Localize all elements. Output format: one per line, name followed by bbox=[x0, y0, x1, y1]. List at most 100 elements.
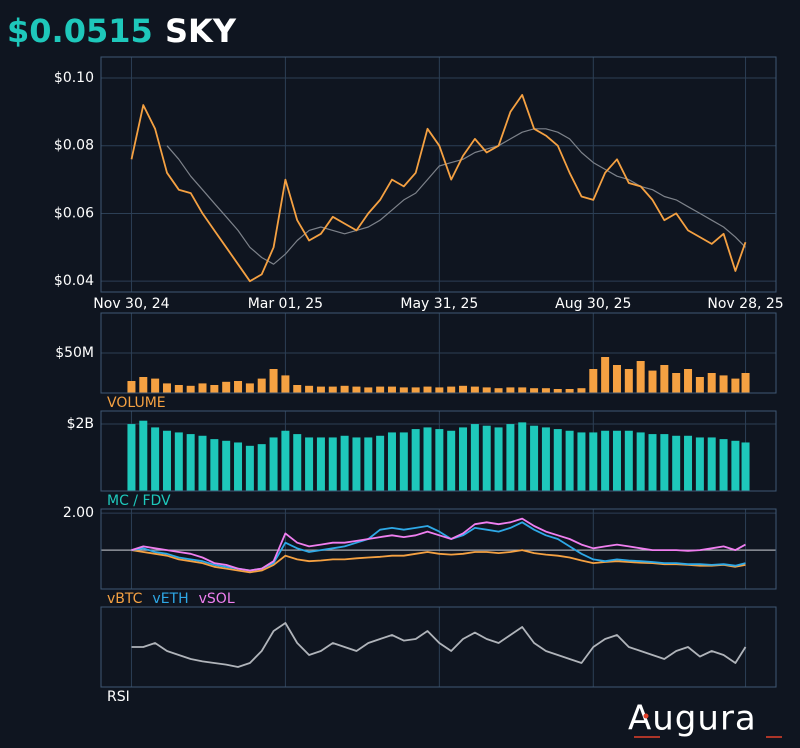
bar bbox=[139, 420, 148, 491]
bar bbox=[210, 439, 219, 491]
bar bbox=[719, 375, 728, 393]
bar bbox=[731, 440, 740, 491]
bar bbox=[281, 375, 290, 393]
bar bbox=[482, 425, 491, 491]
y-tick-label: $50M bbox=[55, 345, 94, 361]
bar bbox=[316, 386, 325, 393]
bar bbox=[741, 442, 750, 491]
bar bbox=[364, 387, 373, 393]
bar bbox=[577, 432, 586, 491]
bar bbox=[741, 373, 750, 393]
legend-entry: vETH bbox=[152, 591, 188, 607]
bar bbox=[719, 439, 728, 491]
bar bbox=[601, 357, 610, 393]
logo-text: Augura bbox=[628, 699, 757, 739]
bar bbox=[376, 435, 385, 491]
panel-frame bbox=[100, 56, 777, 293]
bar bbox=[162, 383, 171, 393]
bar bbox=[162, 430, 171, 491]
bar bbox=[305, 385, 314, 393]
bar bbox=[612, 365, 621, 393]
bar bbox=[565, 389, 574, 393]
bar bbox=[423, 427, 432, 491]
bar bbox=[684, 369, 693, 393]
bar bbox=[186, 434, 195, 491]
bar bbox=[459, 427, 468, 491]
bar bbox=[293, 385, 302, 393]
bar bbox=[624, 369, 633, 393]
bar bbox=[245, 445, 254, 491]
bar bbox=[447, 430, 456, 491]
bar bbox=[352, 437, 361, 491]
bar bbox=[222, 440, 231, 491]
bar bbox=[577, 388, 586, 393]
bar bbox=[257, 378, 266, 393]
x-tick-label: May 31, 25 bbox=[400, 296, 478, 312]
bar bbox=[281, 430, 290, 491]
bar bbox=[340, 435, 349, 491]
y-tick-label: $0.10 bbox=[54, 70, 94, 86]
panel-title: RSI bbox=[107, 689, 130, 705]
bar bbox=[174, 385, 183, 393]
bar bbox=[648, 370, 657, 393]
bar bbox=[210, 385, 219, 393]
bar bbox=[198, 383, 207, 393]
line bbox=[131, 549, 746, 574]
bar bbox=[506, 387, 515, 393]
line bbox=[131, 517, 746, 572]
bar bbox=[387, 432, 396, 491]
y-tick-label: $0.08 bbox=[54, 138, 94, 154]
bar bbox=[139, 377, 148, 393]
bar bbox=[127, 381, 136, 393]
y-tick-label: $0.06 bbox=[54, 205, 94, 221]
bar bbox=[506, 424, 515, 491]
bar bbox=[494, 427, 503, 491]
x-tick-label: Nov 28, 25 bbox=[707, 296, 783, 312]
panel-title: VOLUME bbox=[107, 395, 166, 411]
bar bbox=[601, 430, 610, 491]
bar bbox=[174, 432, 183, 491]
bar bbox=[482, 387, 491, 393]
bar bbox=[340, 385, 349, 393]
bar bbox=[672, 435, 681, 491]
bar bbox=[589, 369, 598, 393]
bar bbox=[636, 361, 645, 393]
bar bbox=[352, 386, 361, 393]
bar bbox=[269, 437, 278, 491]
bar bbox=[459, 385, 468, 393]
bar bbox=[672, 373, 681, 393]
bar bbox=[198, 435, 207, 491]
bar bbox=[435, 429, 444, 491]
bar bbox=[518, 422, 527, 491]
bar bbox=[541, 427, 550, 491]
bar bbox=[541, 388, 550, 393]
bar bbox=[731, 378, 740, 393]
symbol: SKY bbox=[165, 12, 237, 50]
bar bbox=[387, 386, 396, 393]
bar bbox=[660, 365, 669, 393]
bar bbox=[305, 437, 314, 491]
bar bbox=[530, 425, 539, 491]
bar bbox=[624, 430, 633, 491]
bar bbox=[435, 387, 444, 393]
bar bbox=[518, 387, 527, 393]
panel-frame bbox=[100, 508, 777, 590]
y-tick-label: $0.04 bbox=[54, 273, 94, 289]
x-tick-label: Nov 30, 24 bbox=[93, 296, 169, 312]
bar bbox=[376, 386, 385, 393]
bar bbox=[589, 432, 598, 491]
bar bbox=[399, 432, 408, 491]
y-tick-label: 2.00 bbox=[63, 505, 94, 521]
x-tick-label: Aug 30, 25 bbox=[555, 296, 631, 312]
bar bbox=[695, 437, 704, 491]
y-tick-label: $2B bbox=[67, 416, 94, 432]
bar bbox=[411, 429, 420, 491]
bar bbox=[530, 388, 539, 393]
bar bbox=[707, 373, 716, 393]
bar bbox=[364, 437, 373, 491]
panel-frame bbox=[100, 606, 777, 688]
bar bbox=[222, 381, 231, 393]
bar bbox=[565, 430, 574, 491]
line bbox=[131, 622, 747, 668]
